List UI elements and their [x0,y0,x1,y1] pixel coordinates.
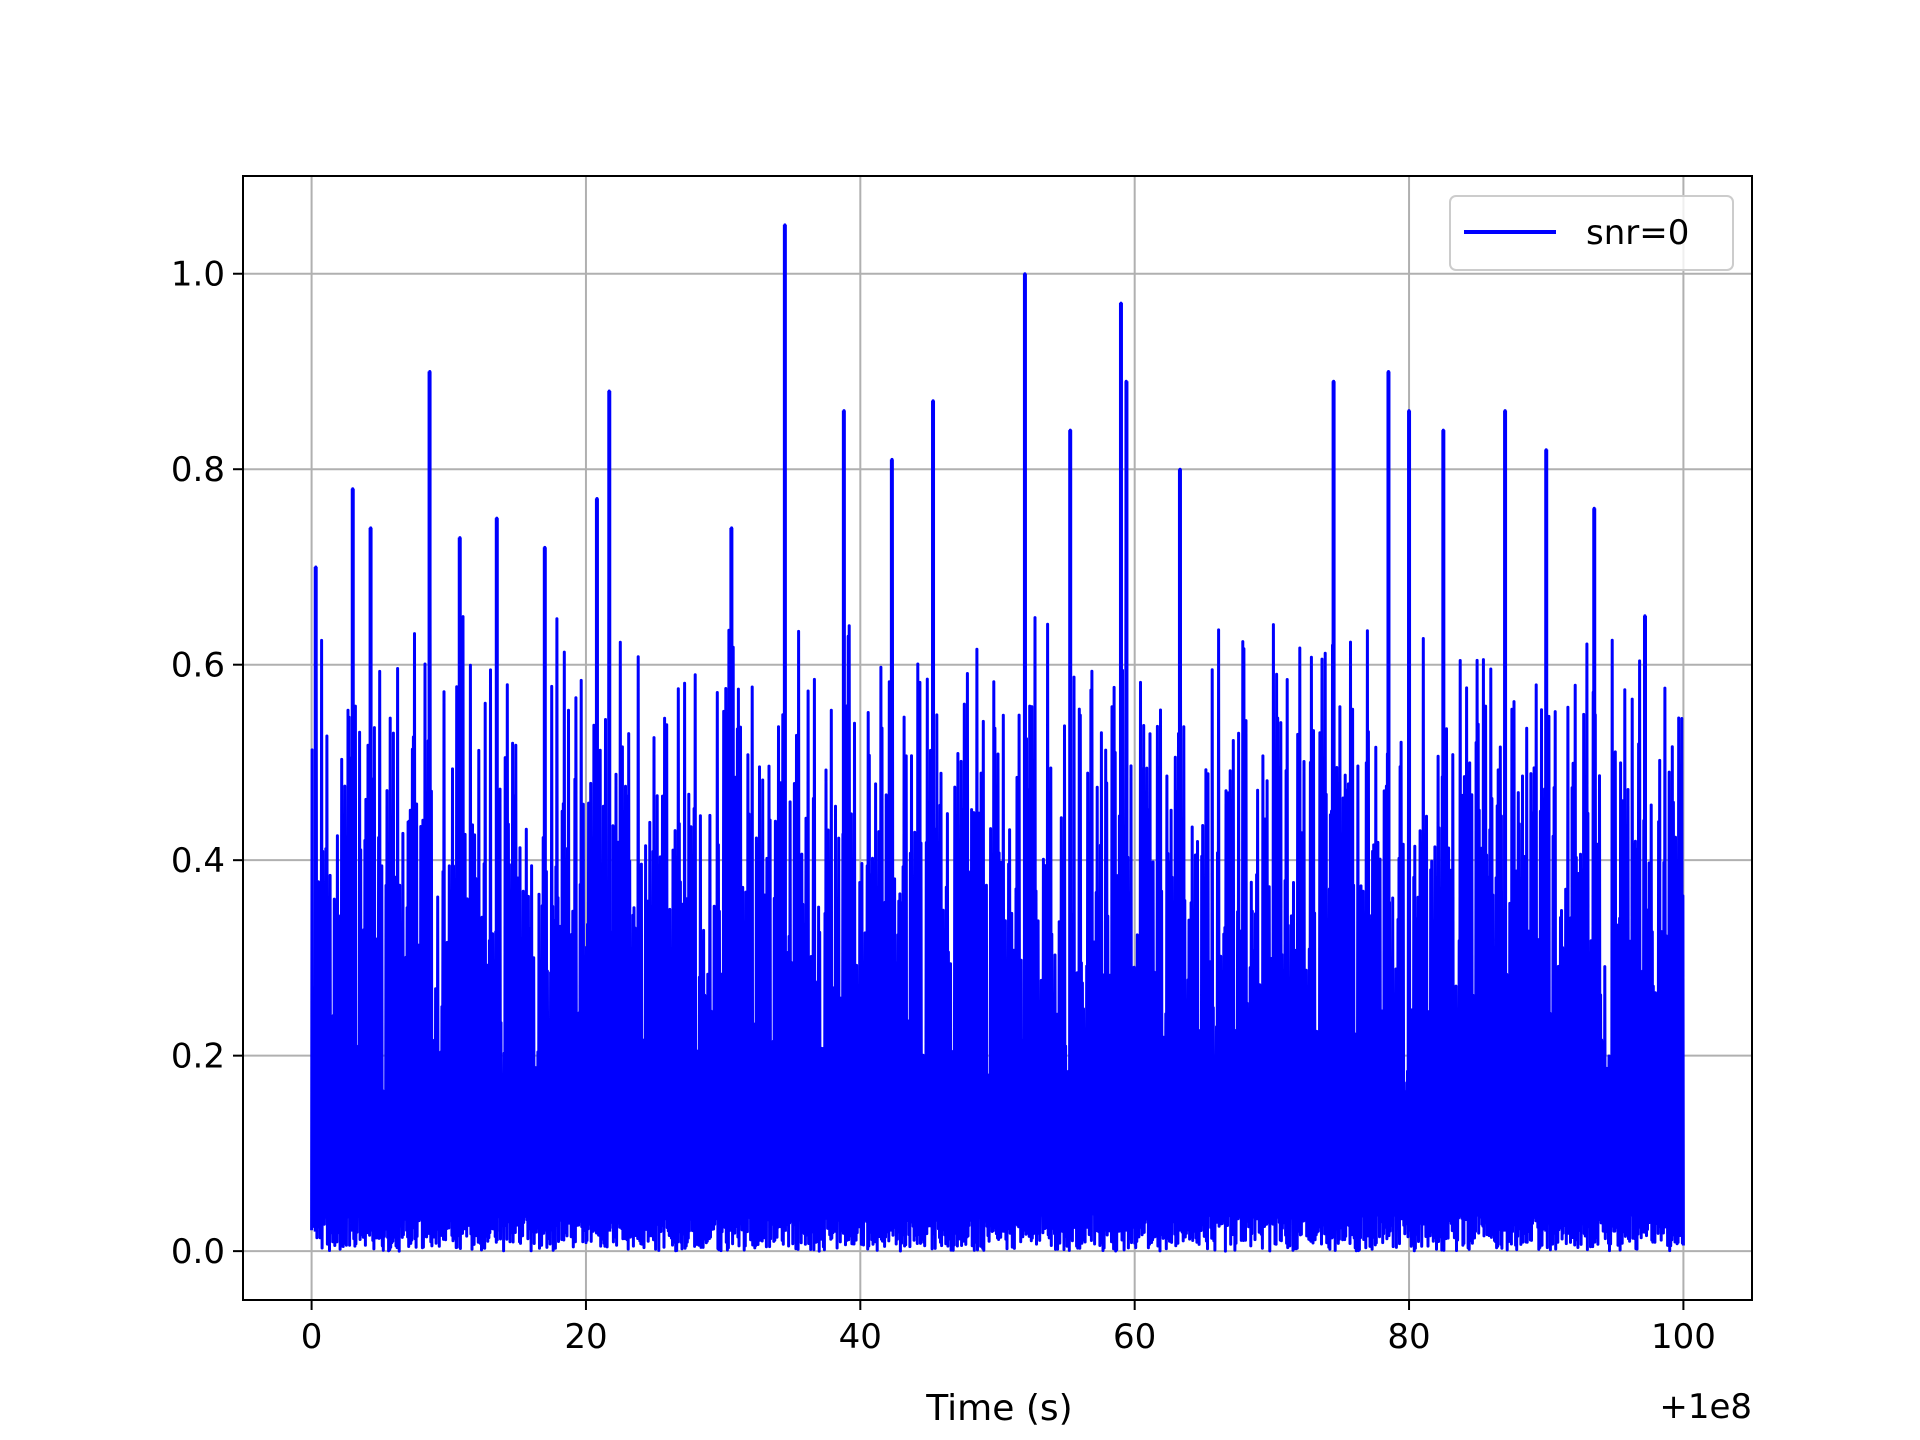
y-tick-label: 0.2 [171,1037,225,1077]
x-tick-label: 20 [564,1317,607,1357]
x-tick-label: 60 [1113,1317,1156,1357]
plot-frame [242,175,1753,1301]
legend: snr=0 [1449,195,1734,271]
legend-box [1449,195,1734,271]
x-axis-label: Time (s) [925,1388,1072,1429]
x-axis-offset-label: +1e8 [1659,1387,1752,1427]
series-line-snr0 [310,223,1685,1253]
x-tick-label: 0 [301,1317,323,1357]
y-tick-label: 1.0 [171,255,225,295]
x-axis: 0 20 40 60 80 100 [301,1300,1716,1357]
legend-label-snr0: snr=0 [1586,213,1689,253]
series-snr0-layer [310,223,1685,1253]
x-tick-label: 40 [839,1317,882,1357]
y-tick-label: 0.4 [171,841,225,881]
y-tick-label: 0.8 [171,450,225,490]
x-tick-label: 100 [1651,1317,1716,1357]
y-tick-label: 0.6 [171,646,225,686]
y-tick-label: 0.0 [171,1232,225,1272]
y-axis: 0.0 0.2 0.4 0.6 0.8 1.0 [171,255,243,1272]
x-tick-label: 80 [1387,1317,1430,1357]
